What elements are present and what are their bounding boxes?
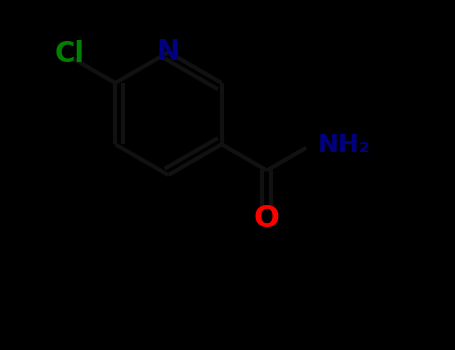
Text: Cl: Cl (55, 40, 85, 68)
Text: O: O (254, 204, 280, 233)
Text: N: N (157, 38, 180, 66)
Text: NH₂: NH₂ (318, 133, 370, 158)
